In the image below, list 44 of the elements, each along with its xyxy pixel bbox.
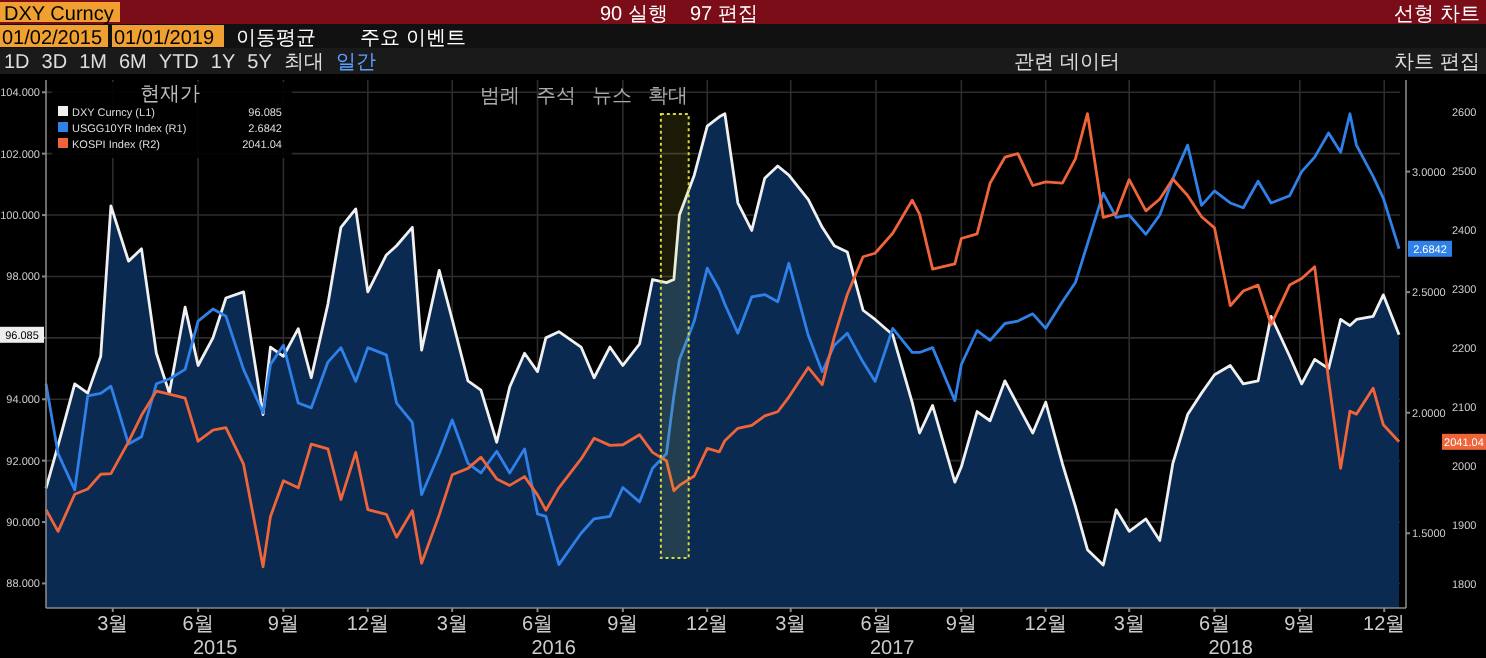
text: 2018: [1208, 638, 1254, 658]
annotation: 뉴스: [592, 86, 632, 108]
x-tick-label: 12월: [346, 614, 389, 636]
x-tick-label: 9월: [267, 614, 299, 636]
x-tick-label: 9월: [1284, 614, 1316, 636]
text: 90 실행: [600, 4, 668, 26]
x-tick-label: 9월: [607, 614, 639, 636]
text: 1D: [4, 52, 30, 74]
chart-title: DXY Curncy: [4, 4, 114, 26]
x-tick-label: 12월: [1363, 614, 1406, 636]
x-tick-label: 12월: [1024, 614, 1067, 636]
text: 2017: [870, 638, 916, 658]
annotation: 확대: [648, 86, 688, 108]
text: 일간: [335, 52, 376, 74]
x-tick-label: 3월: [775, 614, 807, 636]
text: 2016: [531, 638, 577, 658]
annotation: 주석: [536, 86, 576, 108]
x-tick-label: 9월: [945, 614, 977, 636]
x-tick-label: 6월: [521, 614, 554, 636]
x-tick-label: 6월: [182, 614, 214, 636]
text: 3D: [41, 52, 68, 74]
text: 01/02/2015: [2, 28, 103, 50]
text: 01/01/2019: [114, 28, 215, 50]
text: 2015: [193, 638, 239, 658]
text: 6M: [119, 52, 147, 74]
text: 최대: [283, 52, 324, 74]
text: 관련 데이터: [1014, 52, 1120, 74]
text: 차트 편집: [1394, 52, 1480, 74]
x-tick-label: 6월: [860, 614, 892, 636]
text: 1M: [79, 52, 107, 74]
x-tick-label: 3월: [436, 614, 468, 636]
text: 1Y: [210, 52, 236, 74]
legend-title: 현재가: [140, 84, 200, 106]
text: 선형 차트: [1394, 4, 1480, 26]
text: 97 편집: [690, 4, 758, 26]
annotation: 범례: [480, 86, 520, 108]
x-tick-label: 6월: [1198, 614, 1231, 636]
x-tick-label: 12월: [686, 614, 729, 636]
x-tick-label: 3월: [1113, 614, 1145, 636]
text: 이동평균: [236, 28, 316, 50]
text: YTD: [158, 52, 199, 74]
x-tick-label: 3월: [97, 614, 129, 636]
text: 5Y: [247, 52, 273, 74]
text: 주요 이벤트: [360, 28, 466, 50]
